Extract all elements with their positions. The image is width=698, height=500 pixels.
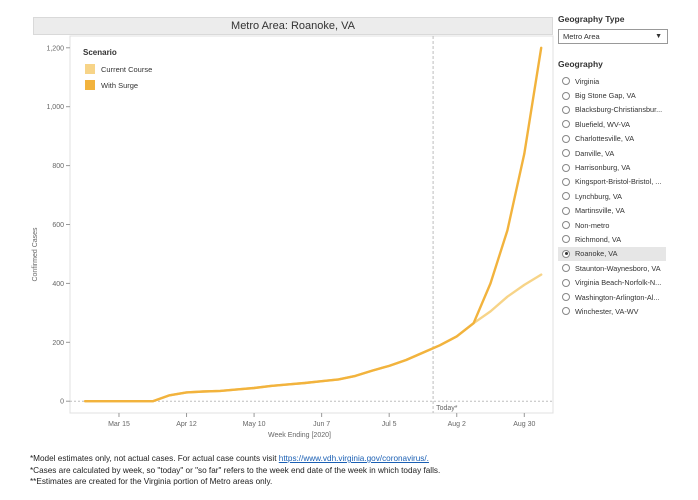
radio-icon[interactable]	[562, 307, 570, 316]
geography-type-value: Metro Area	[563, 32, 600, 41]
geography-option[interactable]: Danville, VA	[558, 146, 666, 160]
radio-icon[interactable]	[562, 235, 570, 244]
geography-option[interactable]: Non-metro	[558, 218, 666, 232]
radio-icon[interactable]	[562, 177, 570, 186]
geography-option-label: Lynchburg, VA	[575, 191, 623, 201]
y-tick-label: 400	[52, 281, 64, 288]
geography-option-label: Richmond, VA	[575, 234, 622, 244]
footnote-1: *Model estimates only, not actual cases.…	[30, 453, 670, 465]
geography-type-heading: Geography Type	[558, 14, 625, 24]
geography-option-label: Charlottesville, VA	[575, 134, 635, 144]
radio-icon[interactable]	[562, 134, 570, 143]
geography-option-label: Martinsville, VA	[575, 206, 625, 216]
legend-label: Current Course	[101, 65, 152, 74]
chevron-down-icon: ▼	[655, 33, 662, 40]
geography-option-label: Washington-Arlington-Al...	[575, 292, 660, 302]
radio-icon[interactable]	[562, 249, 570, 258]
geography-option[interactable]: Blacksburg-Christiansbur...	[558, 103, 666, 117]
geography-option-label: Danville, VA	[575, 148, 615, 158]
y-tick-label: 1,000	[46, 104, 64, 111]
x-tick-label: May 10	[243, 421, 266, 428]
radio-icon[interactable]	[562, 192, 570, 201]
geography-option[interactable]: Bluefield, WV-VA	[558, 117, 666, 131]
line-chart: 0 200 400 600 800 1,000 1,200 Mar 15 Apr 12 May 1…	[32, 35, 554, 439]
radio-icon[interactable]	[562, 120, 570, 129]
x-tick-label: Mar 15	[108, 421, 130, 428]
y-tick-label: 200	[52, 340, 64, 347]
geography-option[interactable]: Charlottesville, VA	[558, 132, 666, 146]
geography-option[interactable]: Virginia	[558, 74, 666, 88]
geography-option-label: Staunton-Waynesboro, VA	[575, 263, 661, 273]
geography-option[interactable]: Washington-Arlington-Al...	[558, 290, 666, 304]
radio-icon[interactable]	[562, 91, 570, 100]
radio-icon[interactable]	[562, 264, 570, 273]
geography-option[interactable]: Kingsport-Bristol-Bristol, ...	[558, 175, 666, 189]
geography-option-label: Winchester, VA-WV	[575, 306, 639, 316]
geography-option-label: Roanoke, VA	[575, 249, 618, 259]
geography-option-label: Big Stone Gap, VA	[575, 91, 636, 101]
geography-option-label: Non-metro	[575, 220, 610, 230]
series-line	[83, 46, 543, 403]
side-panel: Geography Type Metro Area ▼ Geography Vi…	[558, 14, 692, 319]
radio-icon[interactable]	[562, 221, 570, 230]
geography-option[interactable]: Martinsville, VA	[558, 204, 666, 218]
geography-option-label: Harrisonburg, VA	[575, 163, 631, 173]
y-tick-label: 600	[52, 222, 64, 229]
radio-icon[interactable]	[562, 163, 570, 172]
footnote-3: **Estimates are created for the Virginia…	[30, 477, 273, 486]
geography-option[interactable]: Staunton-Waynesboro, VA	[558, 261, 666, 275]
geography-radio-list: Virginia Big Stone Gap, VA Blacksburg-Chri…	[558, 74, 692, 319]
y-tick-label: 0	[60, 399, 64, 406]
geography-type-select[interactable]: Metro Area ▼	[558, 29, 668, 44]
geography-option[interactable]: Harrisonburg, VA	[558, 160, 666, 174]
geography-option-label: Virginia	[575, 76, 600, 86]
radio-icon[interactable]	[562, 293, 570, 302]
geography-option[interactable]: Big Stone Gap, VA	[558, 88, 666, 102]
chart-title: Metro Area: Roanoke, VA	[33, 17, 553, 35]
geography-option[interactable]: Lynchburg, VA	[558, 189, 666, 203]
geography-option-label: Bluefield, WV-VA	[575, 119, 631, 129]
y-tick-label: 1,200	[46, 45, 64, 52]
radio-icon[interactable]	[562, 278, 570, 287]
geography-option[interactable]: Richmond, VA	[558, 232, 666, 246]
footnotes: *Model estimates only, not actual cases.…	[30, 453, 670, 488]
today-label: Today*	[436, 405, 458, 412]
y-axis-title: Confirmed Cases	[32, 227, 39, 282]
x-tick-label: Jul 5	[382, 421, 397, 428]
geography-option[interactable]: Roanoke, VA	[558, 246, 666, 262]
y-tick-label: 800	[52, 163, 64, 170]
geography-option[interactable]: Virginia Beach-Norfolk-N...	[558, 275, 666, 289]
x-axis-title: Week Ending [2020]	[268, 432, 331, 439]
legend-swatch	[85, 80, 95, 90]
geography-option-label: Virginia Beach-Norfolk-N...	[575, 278, 662, 288]
radio-icon[interactable]	[562, 77, 570, 86]
chart-area: Metro Area: Roanoke, VA 0 200 400 600 800 1,0…	[32, 17, 554, 439]
x-tick-label: Aug 30	[513, 421, 535, 428]
radio-icon[interactable]	[562, 149, 570, 158]
x-tick-label: Jun 7	[313, 421, 330, 428]
legend-swatch	[85, 64, 95, 74]
radio-icon[interactable]	[562, 105, 570, 114]
vdh-link[interactable]: https://www.vdh.virginia.gov/coronavirus…	[278, 454, 429, 463]
radio-icon[interactable]	[562, 206, 570, 215]
geography-option[interactable]: Winchester, VA-WV	[558, 304, 666, 318]
geography-option-label: Blacksburg-Christiansbur...	[575, 105, 663, 115]
legend-title: Scenario	[83, 48, 117, 57]
plot-frame	[69, 35, 554, 414]
footnote-1-text: *Model estimates only, not actual cases.…	[30, 454, 279, 463]
geography-option-label: Kingsport-Bristol-Bristol, ...	[575, 177, 662, 187]
footnote-2: *Cases are calculated by week, so "today…	[30, 465, 441, 475]
legend-label: With Surge	[101, 81, 138, 90]
geography-heading: Geography	[558, 59, 603, 69]
x-tick-label: Aug 2	[448, 421, 466, 428]
x-tick-label: Apr 12	[176, 421, 197, 428]
